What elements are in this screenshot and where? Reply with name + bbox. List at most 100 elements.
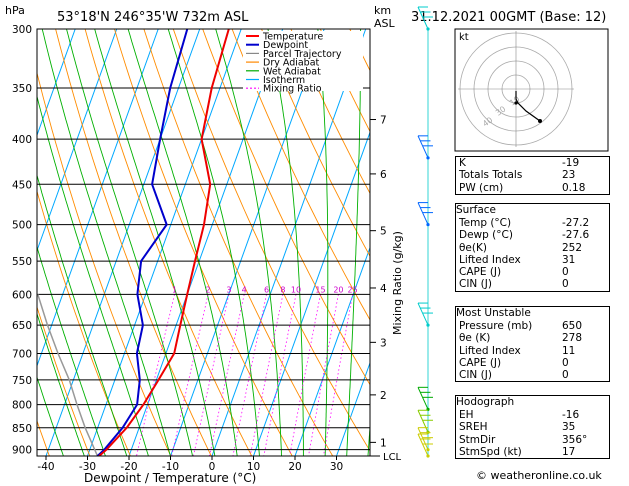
wind-barb <box>417 410 429 433</box>
lcl-label: LCL <box>383 452 402 463</box>
temp-tick-label: -20 <box>120 461 137 473</box>
hodograph-table-title-text: Hodograph <box>456 396 515 408</box>
pressure-tick-label: 900 <box>12 445 32 457</box>
mixing-ratio-label: 10 <box>291 285 301 294</box>
table-row-value: 278 <box>562 332 583 345</box>
wind-barb <box>417 433 429 457</box>
surface-title: Surface <box>456 204 609 217</box>
wind-barb <box>417 387 429 410</box>
wet-adiabat <box>37 173 128 456</box>
pressure-tick-label: 350 <box>12 83 32 95</box>
legend-label: Parcel Trajectory <box>263 49 342 60</box>
table-row-label: Lifted Index <box>459 253 521 266</box>
wind-barb-dot <box>426 27 430 31</box>
legend-box <box>243 31 363 91</box>
km-tick-label: 4 <box>380 283 387 295</box>
pressure-tick-label: 400 <box>12 134 32 146</box>
footer-credit: © weatheronline.co.uk <box>476 469 602 482</box>
table-row-label: CIN (J) <box>459 278 492 291</box>
table-row-label: K <box>459 157 466 169</box>
table-row: CIN (J) 0 <box>456 278 609 290</box>
wind-barb-dot <box>426 448 430 452</box>
wind-barb-dot <box>426 454 430 458</box>
table-row-value: 0 <box>562 369 569 382</box>
dry-adiabat <box>614 29 629 456</box>
axis-title-km: km ASL <box>374 4 396 30</box>
mixing-ratio-line <box>323 294 353 456</box>
temp-tick-label: 0 <box>209 461 216 473</box>
isotherm <box>87 29 242 456</box>
dry-adiabat <box>172 29 370 452</box>
mixing-ratio-line <box>171 294 209 456</box>
isotherm <box>253 130 370 456</box>
wind-barb <box>417 135 429 159</box>
table-row: K -19 <box>456 157 609 169</box>
axis-title-km-line2: ASL <box>374 17 396 30</box>
isotherm <box>211 29 367 456</box>
pressure-tick-label: 800 <box>12 400 32 412</box>
table-row-value: 252 <box>562 241 583 254</box>
temp-tick-label: -40 <box>37 461 54 473</box>
dry-adiabat <box>290 29 370 195</box>
pressure-tick-label: 700 <box>12 348 32 360</box>
surface-table: Surface Temp (°C) -27.2 Dewp (°C) -27.6 θe(K… <box>455 203 610 292</box>
table-row-label: StmSpd (kt) <box>459 445 522 458</box>
table-row: Totals Totals 23 <box>456 169 609 181</box>
table-row: StmDir 356° <box>456 434 609 446</box>
mixing-ratio-label: 8 <box>280 285 285 294</box>
table-row-label: Pressure (mb) <box>459 320 533 332</box>
temp-tick-label: -10 <box>162 461 179 473</box>
table-row-label: EH <box>459 409 474 421</box>
dry-adiabat <box>231 29 370 321</box>
profile-lines <box>37 29 230 456</box>
axis-title-km-line1: km <box>374 4 391 17</box>
legend-label: Temperature <box>262 32 323 43</box>
km-tick-label: 5 <box>380 226 387 238</box>
wet-adiabat <box>37 94 149 456</box>
mixing-ratio-label: 4 <box>242 285 247 294</box>
dry-adiabat <box>84 29 253 456</box>
table-row: θe(K) 252 <box>456 242 609 254</box>
dry-adiabat <box>143 29 334 456</box>
temp-tick-label: 30 <box>330 461 343 473</box>
table-row: CAPE (J) 0 <box>456 357 609 369</box>
table-row-label: θe(K) <box>459 241 487 254</box>
table-row-value: -27.6 <box>562 229 590 242</box>
hodograph-trace <box>515 91 541 122</box>
wind-barb <box>417 302 429 326</box>
table-row-value: 356° <box>562 433 588 446</box>
table-row-value: 23 <box>562 169 576 182</box>
dry-adiabat <box>55 29 212 456</box>
pressure-tick-label: 450 <box>12 179 32 191</box>
wind-barb-dot <box>426 156 430 160</box>
legend-label: Dewpoint <box>263 40 308 51</box>
hodograph-frame <box>454 28 609 152</box>
wind-barb <box>417 6 429 30</box>
table-row: Lifted Index 31 <box>456 254 609 266</box>
pressure-tick-label: 500 <box>12 220 32 232</box>
most-unstable-title: Most Unstable <box>456 307 609 320</box>
temperature-line <box>98 29 230 456</box>
wet-adiabat <box>37 375 64 456</box>
isotherm <box>336 361 370 456</box>
isotherm <box>170 29 325 456</box>
chart-datetime: 31.12.2021 00GMT (Base: 12) <box>411 10 606 25</box>
km-tick-label: 1 <box>380 437 387 449</box>
chart-location: 53°18'N 246°35'W 732m ASL <box>57 10 249 25</box>
table-row: Temp (°C) -27.2 <box>456 217 609 229</box>
table-row-value: 0 <box>562 356 569 369</box>
mixing-ratio-axis-label: Mixing Ratio (g/kg) <box>391 231 404 335</box>
km-axis: 7 6 5 4 3 2 1 LCL <box>369 29 402 463</box>
table-row-value: -19 <box>562 157 580 169</box>
wind-profile <box>417 6 433 458</box>
temp-tick-label: -30 <box>79 461 96 473</box>
table-row-value: 11 <box>562 344 576 357</box>
table-row: CIN (J) 0 <box>456 369 609 381</box>
pressure-tick-label: 850 <box>12 423 32 435</box>
temp-tick-label: 10 <box>247 461 260 473</box>
mixing-ratio-lines <box>136 294 353 456</box>
axis-ticks: 300350400450500550600650700750800850900-… <box>12 24 343 473</box>
hodograph-point <box>514 101 518 105</box>
plot-area <box>37 29 629 456</box>
